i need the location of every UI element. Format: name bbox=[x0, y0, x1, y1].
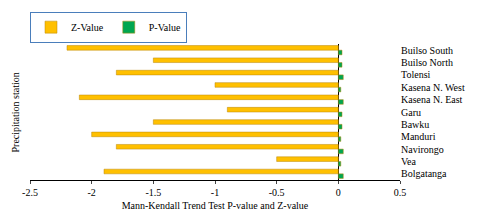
svg-text:Garu: Garu bbox=[401, 107, 421, 118]
svg-text:Bawku: Bawku bbox=[401, 119, 429, 130]
svg-text:Manduri: Manduri bbox=[401, 131, 436, 142]
svg-text:Precipitation station: Precipitation station bbox=[10, 72, 21, 152]
svg-text:Builso North: Builso North bbox=[401, 57, 453, 68]
svg-text:Mann-Kendall Trend Test P-valu: Mann-Kendall Trend Test P-value and Z-va… bbox=[122, 200, 309, 211]
svg-text:Z-Value: Z-Value bbox=[71, 22, 104, 33]
svg-text:Kasena N. West: Kasena N. West bbox=[401, 82, 465, 93]
svg-text:-1.5: -1.5 bbox=[145, 187, 161, 198]
svg-text:Vea: Vea bbox=[401, 156, 417, 167]
svg-text:Builso South: Builso South bbox=[401, 45, 453, 56]
svg-text:Bolgatanga: Bolgatanga bbox=[401, 168, 447, 179]
svg-text:Tolensi: Tolensi bbox=[401, 69, 431, 80]
svg-text:-1: -1 bbox=[211, 187, 219, 198]
svg-text:-2.5: -2.5 bbox=[22, 187, 38, 198]
svg-text:0.5: 0.5 bbox=[394, 187, 407, 198]
svg-text:Navirongo: Navirongo bbox=[401, 144, 444, 155]
svg-text:Kasena N. East: Kasena N. East bbox=[401, 94, 463, 105]
svg-text:0: 0 bbox=[336, 187, 341, 198]
svg-text:-0.5: -0.5 bbox=[269, 187, 285, 198]
svg-text:-2: -2 bbox=[87, 187, 95, 198]
svg-text:P-Value: P-Value bbox=[149, 22, 181, 33]
